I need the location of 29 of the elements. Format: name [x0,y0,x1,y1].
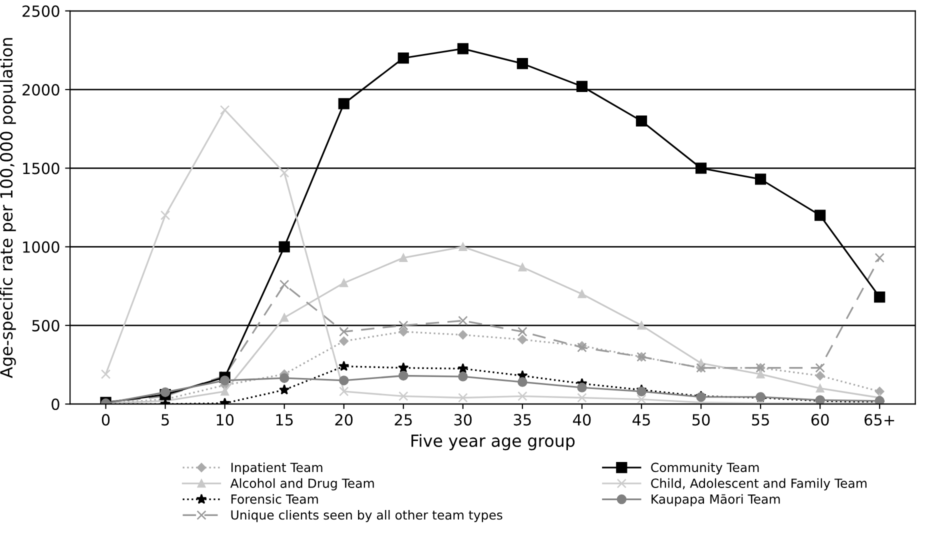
x-tick-label: 20 [335,414,353,426]
y-tick-label: 500 [32,320,60,332]
legend-label: Kaupapa Māori Team [652,494,780,506]
x-tick-label: 55 [752,414,769,426]
x-tick-label: 65+ [864,414,894,426]
y-axis-title: Age-specific rate per 100,000 population [0,38,16,378]
legend-label: Child, Adolescent and Family Team [651,478,866,490]
y-tick-label: 0 [52,398,60,410]
y-tick-label: 1500 [23,162,60,174]
legend-label: Alcohol and Drug Team [230,478,374,490]
legend-label: Unique clients seen by all other team types [231,510,502,522]
legend-label: Forensic Team [231,494,318,504]
x-tick-label: 15 [276,414,293,426]
x-axis-title: Five year age group [411,434,575,450]
x-tick-label: 10 [216,414,234,426]
x-tick-label: 40 [573,414,591,426]
legend-label: Community Team [651,462,759,475]
y-tick-label: 1000 [23,241,60,253]
x-tick-label: 35 [514,414,531,426]
x-tick-label: 25 [394,414,412,426]
x-tick-label: 50 [692,414,710,426]
x-tick-label: 5 [162,414,169,426]
legend-label: Inpatient Team [231,462,322,475]
x-tick-label: 45 [632,414,650,426]
x-tick-label: 60 [811,414,829,426]
x-tick-label: 30 [454,414,472,426]
y-tick-label: 2000 [22,84,60,96]
y-tick-label: 2500 [22,5,60,17]
x-tick-label: 0 [102,414,110,426]
